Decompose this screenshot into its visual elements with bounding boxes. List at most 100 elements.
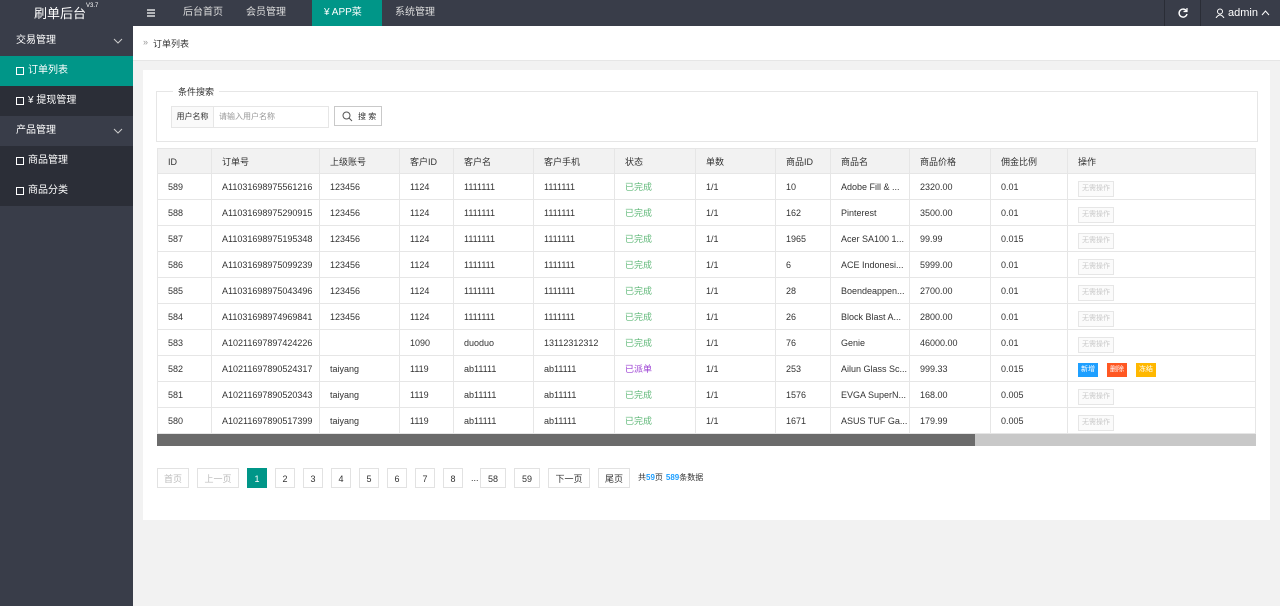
table-cell: 0.015: [991, 356, 1068, 382]
table-cell: A10211697897424226: [212, 330, 320, 356]
table-cell: 无需操作: [1068, 408, 1256, 434]
page-button[interactable]: 6: [387, 468, 407, 488]
table-cell: 无需操作: [1068, 226, 1256, 252]
page-button[interactable]: 7: [415, 468, 435, 488]
status: 已完成: [615, 408, 696, 434]
table-cell: 2700.00: [910, 278, 991, 304]
table-cell: 123456: [320, 174, 400, 200]
table-cell: EVGA SuperN...: [831, 382, 910, 408]
table-cell: 1/1: [696, 356, 776, 382]
status: 已完成: [615, 252, 696, 278]
column-header: 商品价格: [910, 148, 991, 174]
table-cell: taiyang: [320, 382, 400, 408]
table-cell: 无需操作: [1068, 278, 1256, 304]
table-cell: 1/1: [696, 278, 776, 304]
action-button[interactable]: 冻结: [1136, 363, 1156, 377]
sidebar-item[interactable]: 产品管理: [0, 116, 133, 146]
table-cell: ab11111: [534, 356, 615, 382]
page-button: 1: [247, 468, 267, 488]
table-cell: 无需操作: [1068, 330, 1256, 356]
column-header: 客户手机: [534, 148, 615, 174]
summary-suffix: 条数据: [679, 473, 704, 482]
refresh[interactable]: [1177, 7, 1189, 19]
nav-item[interactable]: ¥ APP菜单: [312, 0, 382, 44]
table-cell: 585: [157, 278, 212, 304]
nav-item[interactable]: 会员管理: [246, 7, 286, 18]
search-button[interactable]: 搜 索: [334, 106, 382, 126]
action-button: 无需操作: [1078, 181, 1114, 197]
table-cell: 1965: [776, 226, 831, 252]
page-button: 上一页: [197, 468, 239, 488]
pagination: 首页 上一页 1 2 3 4 5 6 7 8... 58 59 下一页 尾页 共59页 589条数据: [157, 468, 1157, 488]
nav-item[interactable]: 系统管理: [395, 7, 435, 18]
page-button[interactable]: 尾页: [598, 468, 630, 488]
column-header: 上级账号: [320, 148, 400, 174]
table-cell: 0.01: [991, 330, 1068, 356]
menu-icon: [16, 67, 24, 75]
table-cell: 1/1: [696, 382, 776, 408]
table-cell: ab11111: [534, 382, 615, 408]
table-cell: A11031698975099239: [212, 252, 320, 278]
table-cell: 1/1: [696, 252, 776, 278]
table-cell: Boendeappen...: [831, 278, 910, 304]
table-cell: duoduo: [454, 330, 534, 356]
search-fieldset: [156, 91, 1258, 142]
page-button[interactable]: 2: [275, 468, 295, 488]
table-cell: A11031698975561216: [212, 174, 320, 200]
sidebar-item[interactable]: 订单列表: [0, 56, 133, 86]
action-button: 无需操作: [1078, 415, 1114, 431]
table-cell: 2320.00: [910, 174, 991, 200]
status: 已完成: [615, 200, 696, 226]
page-button[interactable]: 58: [480, 468, 506, 488]
table-cell: 589: [157, 174, 212, 200]
table-cell: Ailun Glass Sc...: [831, 356, 910, 382]
table-cell: 新增 删除 冻结: [1068, 356, 1256, 382]
action-button[interactable]: 删除: [1107, 363, 1127, 377]
panel: 条件搜索 用户名称 请输入用户名称 搜 索 ID 订单号 上级账号 客户ID 客户名 客户…: [143, 70, 1270, 520]
sidebar-item[interactable]: 商品分类: [0, 176, 133, 206]
table-cell: 253: [776, 356, 831, 382]
table-cell: 1124: [400, 278, 454, 304]
table-cell: 1671: [776, 408, 831, 434]
table-cell: A11031698975290915: [212, 200, 320, 226]
page-button[interactable]: 下一页: [548, 468, 590, 488]
table-cell: ab11111: [454, 356, 534, 382]
status: 已派单: [615, 356, 696, 382]
table-cell: 5999.00: [910, 252, 991, 278]
menu-toggle[interactable]: [146, 8, 156, 18]
action-button: 无需操作: [1078, 389, 1114, 405]
page-button[interactable]: 8: [443, 468, 463, 488]
summary-count: 589: [665, 473, 680, 482]
scrollbar-thumb[interactable]: [157, 434, 975, 446]
table-cell: 1111111: [454, 304, 534, 330]
search-input[interactable]: 请输入用户名称: [219, 112, 275, 121]
table-cell: taiyang: [320, 356, 400, 382]
table-cell: 1111111: [454, 226, 534, 252]
sidebar-item[interactable]: 交易管理: [0, 26, 133, 56]
table-cell: 无需操作: [1068, 252, 1256, 278]
page-button[interactable]: 3: [303, 468, 323, 488]
nav-item[interactable]: 后台首页: [183, 7, 223, 18]
table-cell: 586: [157, 252, 212, 278]
page-button[interactable]: 5: [359, 468, 379, 488]
table-cell: 1/1: [696, 304, 776, 330]
version: V3.7: [86, 3, 99, 9]
column-header: 操作: [1068, 148, 1256, 174]
sidebar-item[interactable]: 商品管理: [0, 146, 133, 176]
table-cell: 0.01: [991, 304, 1068, 330]
action-button[interactable]: 新增: [1078, 363, 1098, 377]
table-cell: 123456: [320, 278, 400, 304]
table-cell: A11031698975195348: [212, 226, 320, 252]
user-name[interactable]: admin: [1228, 7, 1258, 19]
page-button[interactable]: 59: [514, 468, 540, 488]
breadcrumb-bar: » 订单列表: [133, 26, 1280, 61]
table-cell: 26: [776, 304, 831, 330]
caret: [1261, 10, 1270, 16]
table-cell: 123456: [320, 226, 400, 252]
table-cell: ASUS TUF Ga...: [831, 408, 910, 434]
user-icon: [1215, 8, 1225, 18]
table-cell: 1119: [400, 382, 454, 408]
sidebar-item[interactable]: ¥ 提现管理: [0, 86, 133, 116]
page-button[interactable]: 4: [331, 468, 351, 488]
